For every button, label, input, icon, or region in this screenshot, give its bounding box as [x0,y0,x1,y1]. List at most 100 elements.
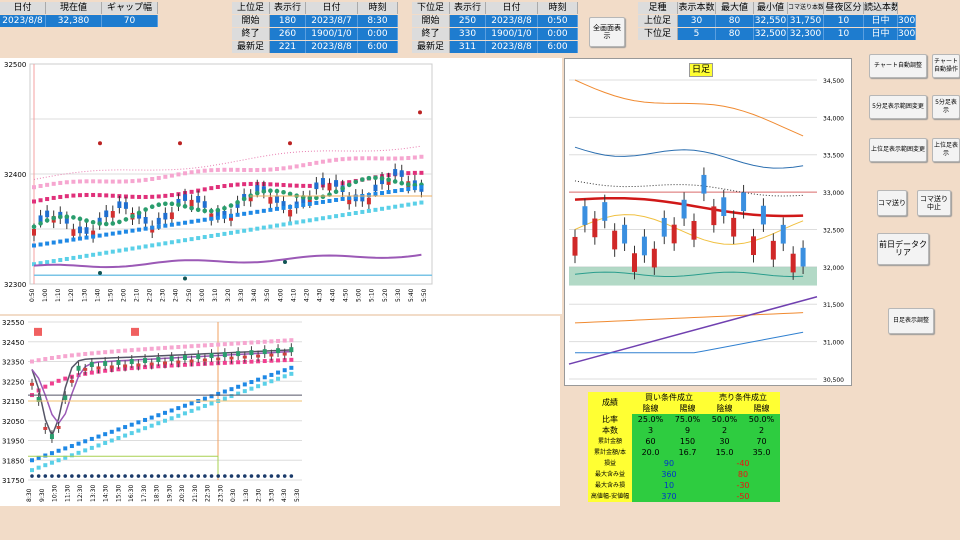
daily-ytick: 33,000 [823,190,844,197]
fullscreen-button[interactable]: 全画面表示 [589,17,625,47]
daily-candle-body [760,205,766,225]
chart1-green-dot [130,213,135,219]
chart1-green-dot [399,180,405,186]
chart-auto-operate-button[interactable]: チャート自動操作 [932,54,960,78]
chart1-candle-body [169,212,174,220]
chart1-green-dot [182,204,188,209]
settings-cell-1-2[interactable]: 32,500 [754,28,788,40]
chart1-green-dot [366,175,372,181]
chart2-candle-body [129,359,134,364]
chart1-blue-marker [347,195,352,200]
lower_group-latest-rowval[interactable]: 311 [450,41,486,53]
chart1-pink-marker [104,179,109,184]
chart1-magenta-marker [64,194,69,199]
chart2-cyan-marker [182,411,187,416]
settings-cell-0-1[interactable]: 80 [716,15,754,27]
upper-range-button[interactable]: 上位足表示範囲変更 [869,138,927,162]
chart1-pink-marker [248,168,253,173]
chart1-blue-marker [229,213,233,218]
chart2-blue-marker [149,415,154,420]
settings-cell-0-6[interactable]: 300 [898,15,917,27]
chart2-pink-marker [43,357,48,362]
lower_group-1-time[interactable]: 0:00 [538,28,578,40]
chart2-xtick: 20:30 [179,485,186,502]
lower_group-latest-time[interactable]: 6:00 [538,41,578,53]
chart2-blue-marker [116,427,121,432]
daily-candle-body [711,206,717,226]
settings-cell-0-2[interactable]: 32,550 [754,15,788,27]
settings-cell-0-0[interactable]: 30 [678,15,716,27]
lower_group-latest-date[interactable]: 2023/8/8 [486,41,538,53]
settings-cell-1-5[interactable]: 日中 [864,28,898,40]
upper_group-latest-rowval[interactable]: 221 [270,41,306,53]
settings-cell-1-1[interactable]: 80 [716,28,754,40]
chart1-magenta-marker [235,182,240,187]
upper-display-button[interactable]: 上位足表示 [932,138,960,162]
date-value: 2023/8/8 [0,15,46,27]
chart2-cyan-marker [169,416,174,421]
upper_group-1-date[interactable]: 1900/1/0 [306,28,358,40]
upper_group-1-time[interactable]: 0:00 [358,28,398,40]
chart1-candle-body [209,213,214,221]
upper_group-0-date[interactable]: 2023/8/7 [306,15,358,27]
chart1-magenta-marker [274,182,279,187]
chart1-xtick: 3:30 [238,288,245,302]
chart1-cyan-marker [274,223,279,228]
koma-okuri-stop-button[interactable]: コマ送り中止 [917,190,951,216]
lower_group-0-date[interactable]: 2023/8/8 [486,15,538,27]
chart1-pink-marker [71,179,76,184]
daily-candle-body [751,236,756,256]
settings-cell-0-4[interactable]: 10 [824,15,864,27]
lower_group-1-date[interactable]: 1900/1/0 [486,28,538,40]
daily-upper-band [574,79,804,137]
lower_group-0-time[interactable]: 0:50 [538,15,578,27]
chart1-cyan-marker [347,212,352,217]
chart1-xtick: 5:50 [421,288,428,302]
chart2-xtick: 2:30 [256,488,263,502]
chart-auto-adjust-button[interactable]: チャート自動調整 [869,54,927,78]
chart2-ytick: 32450 [2,339,24,347]
stats-cell-0-0: 25.0% [632,414,669,425]
chart2-cyan-marker [143,426,148,431]
daily-candle-body [602,202,608,221]
upper_group-0-rowval[interactable]: 180 [270,15,306,27]
lower_group-0-rowval[interactable]: 250 [450,15,486,27]
settings-cell-0-5[interactable]: 日中 [864,15,898,27]
upper_group-header-2: 日付 [306,2,358,14]
settings-cell-0-3[interactable]: 31,750 [788,15,824,27]
five-min-display-button[interactable]: 5分足表示 [932,95,960,119]
upper_group-latest-time[interactable]: 6:00 [358,41,398,53]
chart1-cyan-marker [117,248,122,253]
chart2-cyan-marker [229,394,234,399]
chart1-xtick: 3:10 [212,288,219,302]
chart1-candle-body [156,217,161,225]
chart1-pink-marker [347,156,352,161]
thirty-minute-chart-svg: 32550 32450 32350 32250 32150 32050 31950 31850… [2,319,302,502]
five-min-range-button[interactable]: 5分足表示範囲変更 [869,95,927,119]
chart2-candle-body [56,425,61,429]
chart2-bottom-dot [269,474,274,478]
koma-okuri-button[interactable]: コマ送り [877,190,907,216]
upper_group-0-time[interactable]: 8:30 [358,15,398,27]
chart2-pink-marker [56,355,61,360]
chart1-green-dot [320,194,326,200]
chart2-candle-body [76,365,81,371]
settings-cell-1-0[interactable]: 5 [678,28,716,40]
daily-display-adjust-button[interactable]: 日足表示調整 [888,308,934,334]
chart2-magenta-marker [103,368,108,373]
settings-cell-1-6[interactable]: 300 [898,28,917,40]
upper_group-latest-date[interactable]: 2023/8/8 [306,41,358,53]
chart2-cyan-marker [123,433,128,438]
upper_group-1-rowval[interactable]: 260 [270,28,306,40]
chart1-blue-marker [274,206,279,211]
chart1-cyan-marker [327,215,332,220]
chart2-blue-marker [169,408,174,413]
prev-day-clear-button[interactable]: 前日データクリア [877,233,929,265]
chart1-green-dot [261,189,267,194]
daily-blue-band [574,146,804,169]
settings-cell-1-3[interactable]: 32,300 [788,28,824,40]
lower_group-1-rowval[interactable]: 330 [450,28,486,40]
chart1-blue-marker [406,187,411,192]
settings-cell-1-4[interactable]: 10 [824,28,864,40]
chart1-green-dot [333,189,339,195]
